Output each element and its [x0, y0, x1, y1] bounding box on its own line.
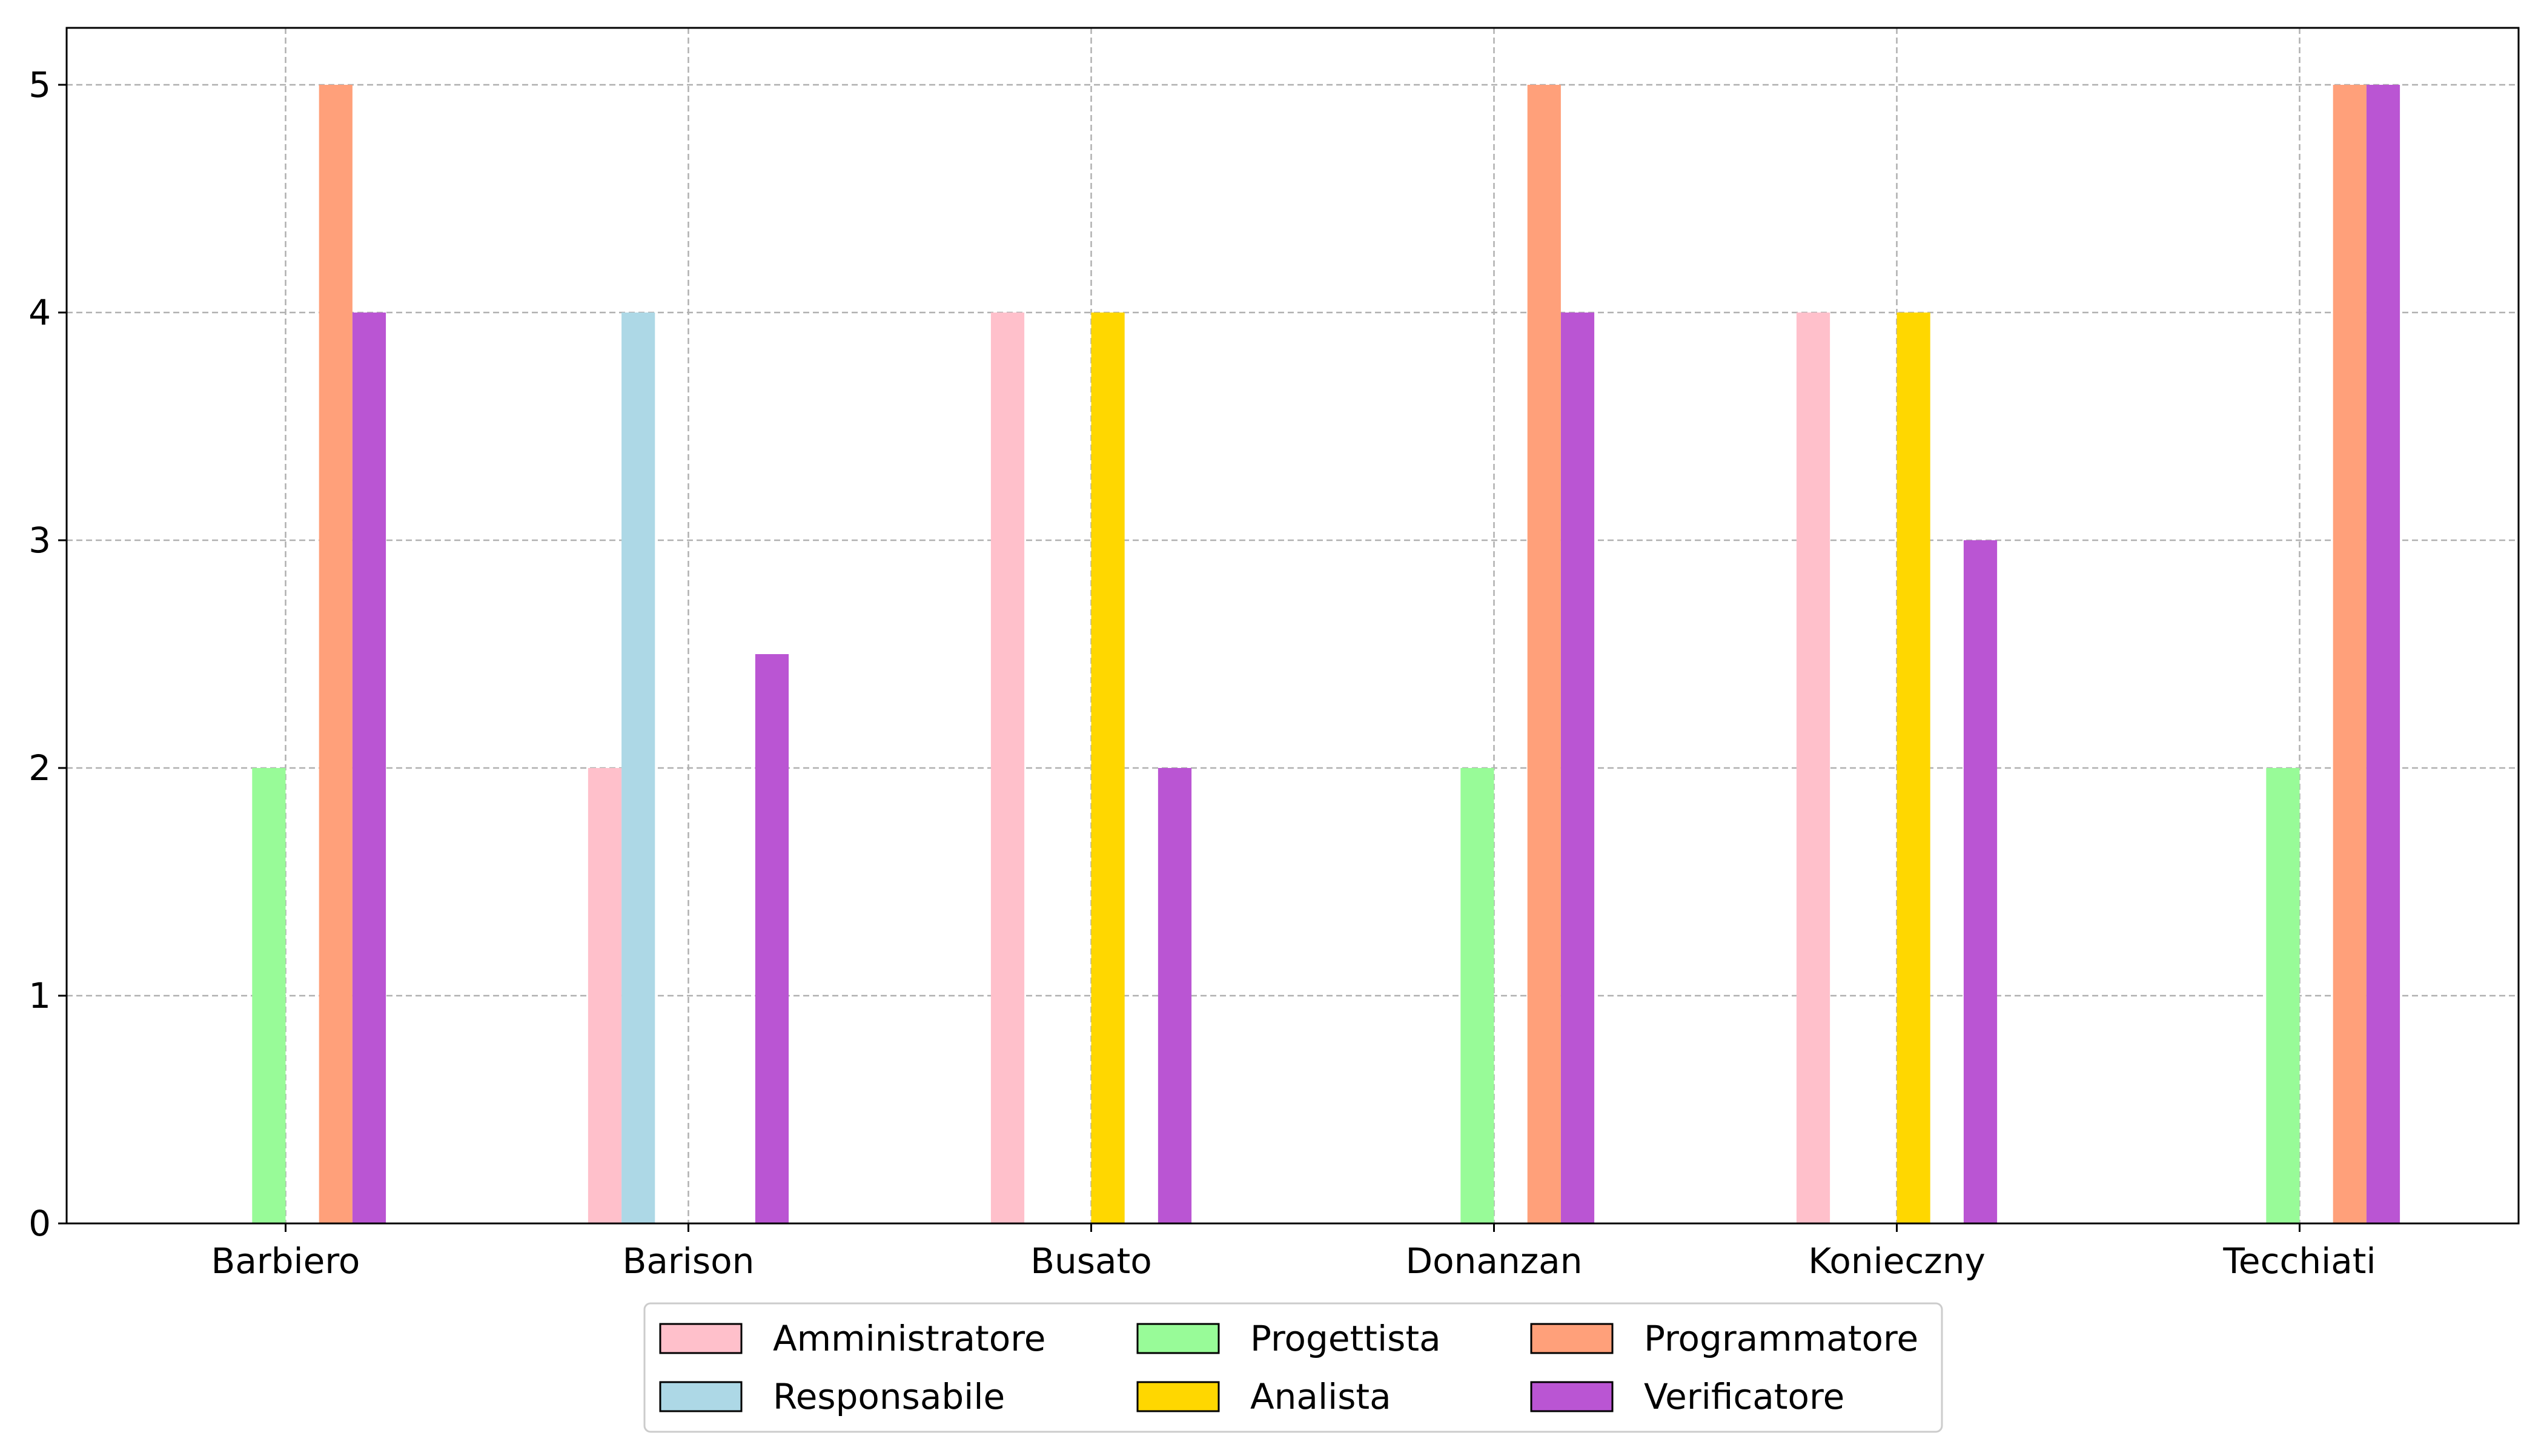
legend-swatch-analista [1136, 1381, 1220, 1412]
legend-swatch-progettista [1136, 1323, 1220, 1354]
legend-label-analista: Analista [1250, 1376, 1391, 1417]
x-tick-label: Barbiero [211, 1240, 360, 1282]
bar-verificatore-barbiero [352, 313, 386, 1223]
x-tick-label: Busato [1030, 1240, 1152, 1282]
bar-verificatore-barison [755, 654, 789, 1223]
bar-amministratore-barison [588, 768, 622, 1223]
bar-analista-konieczny [1896, 313, 1930, 1223]
y-tick-label: 2 [28, 747, 51, 789]
bar-verificatore-busato [1158, 768, 1192, 1223]
y-tick-label: 5 [28, 64, 51, 105]
legend-swatch-amministratore [659, 1323, 743, 1354]
bar-programmatore-donanzan [1527, 85, 1561, 1223]
legend-swatch-responsabile [659, 1381, 743, 1412]
y-tick-label: 0 [28, 1203, 51, 1244]
y-tick-label: 4 [28, 292, 51, 333]
y-tick-label: 1 [28, 975, 51, 1016]
legend-label-amministratore: Amministratore [773, 1318, 1046, 1359]
bar-programmatore-tecchiati [2333, 85, 2367, 1223]
legend-box [643, 1302, 1943, 1433]
legend: Amministratore Responsabile Progettista Ana… [643, 1302, 1943, 1433]
bar-amministratore-konieczny [1796, 313, 1830, 1223]
bar-amministratore-busato [990, 313, 1025, 1223]
bar-analista-busato [1091, 313, 1125, 1223]
x-tick-label: Barison [623, 1240, 755, 1282]
bar-progettista-barbiero [252, 768, 286, 1223]
axes: 0 1 2 3 4 5 Barbiero Barison Busato Donanzan Konie… [28, 64, 2376, 1282]
legend-label-programmatore: Programmatore [1644, 1318, 1918, 1359]
legend-swatch-verificatore [1530, 1381, 1614, 1412]
bar-responsabile-barison [621, 313, 655, 1223]
bar-verificatore-konieczny [1963, 540, 1998, 1223]
y-tick-label: 3 [28, 520, 51, 561]
grid-lines [67, 28, 2519, 1223]
legend-label-responsabile: Responsabile [773, 1376, 1005, 1417]
plot-frame [65, 27, 2520, 1225]
bar-verificatore-donanzan [1560, 313, 1595, 1223]
bar-verificatore-tecchiati [2366, 85, 2400, 1223]
legend-swatch-programmatore [1530, 1323, 1614, 1354]
x-tick-label: Tecchiati [2222, 1240, 2376, 1282]
x-tick-label: Donanzan [1406, 1240, 1583, 1282]
bars [252, 85, 2400, 1223]
bar-progettista-tecchiati [2266, 768, 2300, 1223]
bar-progettista-donanzan [1460, 768, 1494, 1223]
bar-programmatore-barbiero [319, 85, 353, 1223]
x-tick-label: Konieczny [1808, 1240, 1986, 1282]
legend-label-verificatore: Verificatore [1644, 1376, 1844, 1417]
legend-label-progettista: Progettista [1250, 1318, 1441, 1359]
